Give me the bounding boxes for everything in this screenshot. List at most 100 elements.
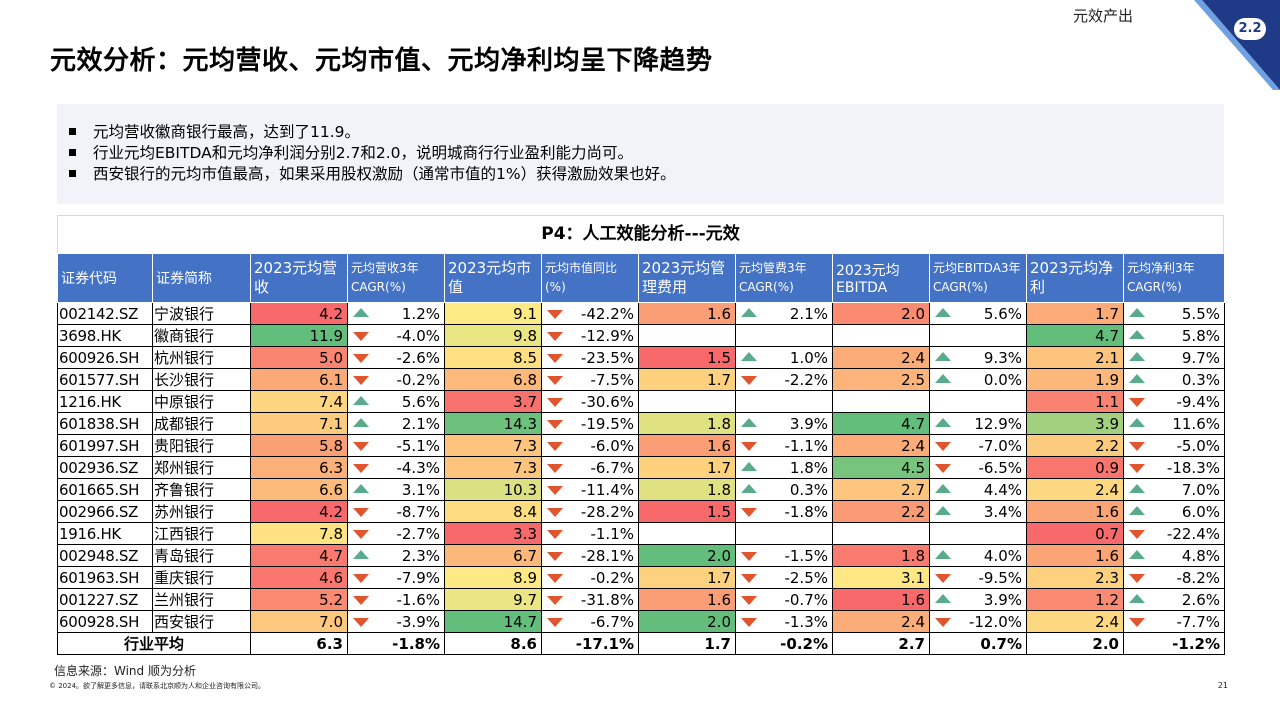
average-value: 6.3 — [250, 632, 348, 655]
cell-text: 杭州银行 — [154, 349, 215, 367]
cell-percent: -42.2% — [541, 302, 639, 325]
cell-percent: 3.1% — [347, 478, 445, 501]
cell-text: 4.7 — [1095, 326, 1119, 345]
cell-text: -0.2% — [396, 370, 440, 389]
cell-percent: -6.5% — [929, 456, 1027, 479]
triangle-down-icon — [353, 376, 369, 385]
cell-text: 601838.SH — [59, 414, 140, 433]
cell-value: 1.7 — [1026, 302, 1124, 325]
header-market-value: 2023元均市值 — [444, 253, 542, 303]
cell-text: 4.5 — [901, 458, 925, 477]
page-number: 21 — [1217, 681, 1228, 690]
cell-percent: 9.3% — [929, 346, 1027, 369]
triangle-down-icon — [353, 442, 369, 451]
cell-text: 1.5 — [707, 502, 731, 521]
cell-percent: 5.8% — [1123, 324, 1225, 347]
triangle-down-icon — [547, 310, 563, 319]
cell-text: 2.2 — [1095, 436, 1119, 455]
triangle-down-icon — [741, 508, 757, 517]
average-value: -1.2% — [1123, 632, 1225, 655]
cell-percent: -6.0% — [541, 434, 639, 457]
cell-text: 5.8% — [1181, 326, 1220, 345]
cell-value: 7.4 — [250, 390, 348, 413]
table-body: 002142.SZ 宁波银行 4.2 1.2% 9.1 -42.2% 1.6 2.1% 2.0 5… — [57, 302, 1225, 655]
cell-text: 1.2% — [401, 304, 440, 323]
cell-value: 3.9 — [1026, 412, 1124, 435]
cell-value — [832, 522, 930, 545]
cell-text: -9.4% — [1176, 392, 1220, 411]
cell-text: -19.5% — [580, 414, 634, 433]
cell-text: 4.6 — [319, 568, 343, 587]
cell-percent: -1.1% — [735, 434, 833, 457]
cell-code: 001227.SZ — [57, 588, 153, 611]
cell-name: 中原银行 — [152, 390, 251, 413]
cell-text: -28.2% — [580, 502, 634, 521]
triangle-up-icon — [1129, 308, 1145, 317]
cell-percent: -1.1% — [541, 522, 639, 545]
cell-text: 2.1% — [789, 304, 828, 323]
triangle-down-icon — [547, 420, 563, 429]
cell-name: 青岛银行 — [152, 544, 251, 567]
cell-value: 1.6 — [832, 588, 930, 611]
cell-code: 600926.SH — [57, 346, 153, 369]
header-revenue: 2023元均营收 — [250, 253, 348, 303]
triangle-down-icon — [741, 596, 757, 605]
cell-text: 1216.HK — [59, 392, 121, 411]
cell-text: 1.6 — [707, 436, 731, 455]
corner-decoration — [1194, 0, 1280, 90]
cell-text: 3.9 — [1095, 414, 1119, 433]
cell-value: 7.0 — [250, 610, 348, 633]
cell-text: 4.0% — [983, 546, 1022, 565]
triangle-down-icon — [547, 574, 563, 583]
cell-text: 1.6 — [1095, 546, 1119, 565]
cell-text: -5.0% — [1176, 436, 1220, 455]
cell-value: 7.1 — [250, 412, 348, 435]
cell-text: 中原银行 — [154, 393, 215, 411]
cell-text: -8.7% — [396, 502, 440, 521]
cell-percent: -2.6% — [347, 346, 445, 369]
cell-text: 1.7 — [1095, 304, 1119, 323]
cell-value: 1.7 — [638, 566, 736, 589]
cell-percent: 6.0% — [1123, 500, 1225, 523]
section-number-badge: 2.2 — [1234, 18, 1266, 40]
table-row: 601997.SH 贵阳银行 5.8 -5.1% 7.3 -6.0% 1.6 -1.1% 2.4… — [57, 434, 1225, 457]
cell-text: 西安银行 — [154, 613, 215, 631]
cell-text: 3.9% — [789, 414, 828, 433]
triangle-up-icon — [353, 418, 369, 427]
cell-percent: -0.2% — [541, 566, 639, 589]
average-value: 2.0 — [1026, 632, 1124, 655]
cell-text: -9.5% — [978, 568, 1022, 587]
cell-text: -7.7% — [1176, 612, 1220, 631]
cell-text: 郑州银行 — [154, 459, 215, 477]
cell-percent: 2.1% — [347, 412, 445, 435]
triangle-down-icon — [935, 442, 951, 451]
cell-code: 002936.SZ — [57, 456, 153, 479]
cell-value: 4.2 — [250, 500, 348, 523]
cell-text: -1.1% — [590, 524, 634, 543]
triangle-down-icon — [547, 398, 563, 407]
header-admin-expense-cagr: 元均管费3年CAGR(%) — [735, 253, 833, 303]
cell-percent: -0.2% — [347, 368, 445, 391]
cell-text: 7.3 — [513, 436, 537, 455]
cell-text: 0.9 — [1095, 458, 1119, 477]
cell-text: 青岛银行 — [154, 547, 215, 565]
table-row: 601577.SH 长沙银行 6.1 -0.2% 6.8 -7.5% 1.7 -2.2% 2.5… — [57, 368, 1225, 391]
cell-text: 7.4 — [319, 392, 343, 411]
cell-percent: -31.8% — [541, 588, 639, 611]
cell-text: 002142.SZ — [59, 304, 139, 323]
triangle-down-icon — [353, 530, 369, 539]
cell-text: 4.4% — [983, 480, 1022, 499]
cell-text: -7.0% — [978, 436, 1022, 455]
table-row: 601963.SH 重庆银行 4.6 -7.9% 8.9 -0.2% 1.7 -2.5% 3.1… — [57, 566, 1225, 589]
cell-text: -3.9% — [396, 612, 440, 631]
triangle-down-icon — [353, 618, 369, 627]
triangle-up-icon — [353, 550, 369, 559]
cell-name: 徽商银行 — [152, 324, 251, 347]
cell-text: 601997.SH — [59, 436, 140, 455]
summary-box: 元均营收徽商银行最高，达到了11.9。 行业元均EBITDA和元均净利润分别2.… — [57, 104, 1224, 204]
copyright: © 2024。欲了解更多信息，请联系北京顺为人和企业咨询有限公司。 — [49, 682, 266, 690]
cell-value: 5.0 — [250, 346, 348, 369]
average-value: -17.1% — [541, 632, 639, 655]
cell-percent: -9.4% — [1123, 390, 1225, 413]
cell-text: 002966.SZ — [59, 502, 139, 521]
